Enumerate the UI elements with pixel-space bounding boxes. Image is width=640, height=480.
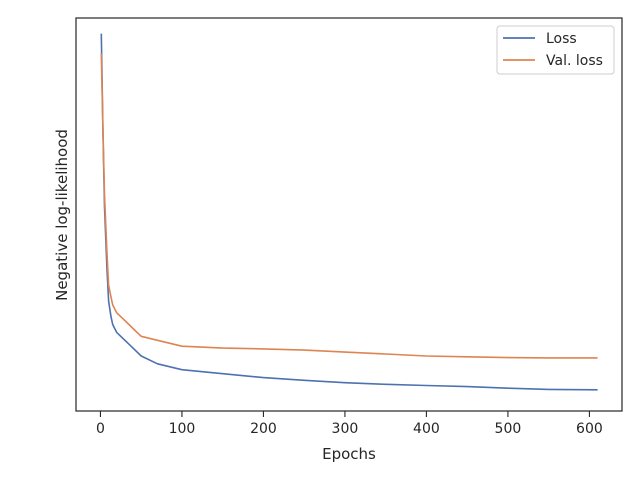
legend: Loss Val. loss xyxy=(496,25,615,75)
x-tick-label: 300 xyxy=(332,421,359,437)
legend-label: Loss xyxy=(546,31,577,47)
plot-frame xyxy=(75,17,623,412)
x-axis-ticks: 0 100 200 300 400 500 600 xyxy=(96,411,603,437)
legend-label: Val. loss xyxy=(546,53,603,69)
series-line-2 xyxy=(100,53,598,359)
x-tick-label: 0 xyxy=(96,421,105,437)
x-tick-label: 600 xyxy=(576,421,603,437)
x-tick-label: 500 xyxy=(495,421,522,437)
y-axis-title: Negative log-likelihood xyxy=(53,129,71,301)
series-line-1 xyxy=(100,33,598,391)
x-axis-title: Epochs xyxy=(322,445,376,463)
x-tick-label: 100 xyxy=(169,421,196,437)
plot-layer xyxy=(100,33,598,391)
x-tick-label: 400 xyxy=(413,421,440,437)
x-tick-label: 200 xyxy=(250,421,277,437)
